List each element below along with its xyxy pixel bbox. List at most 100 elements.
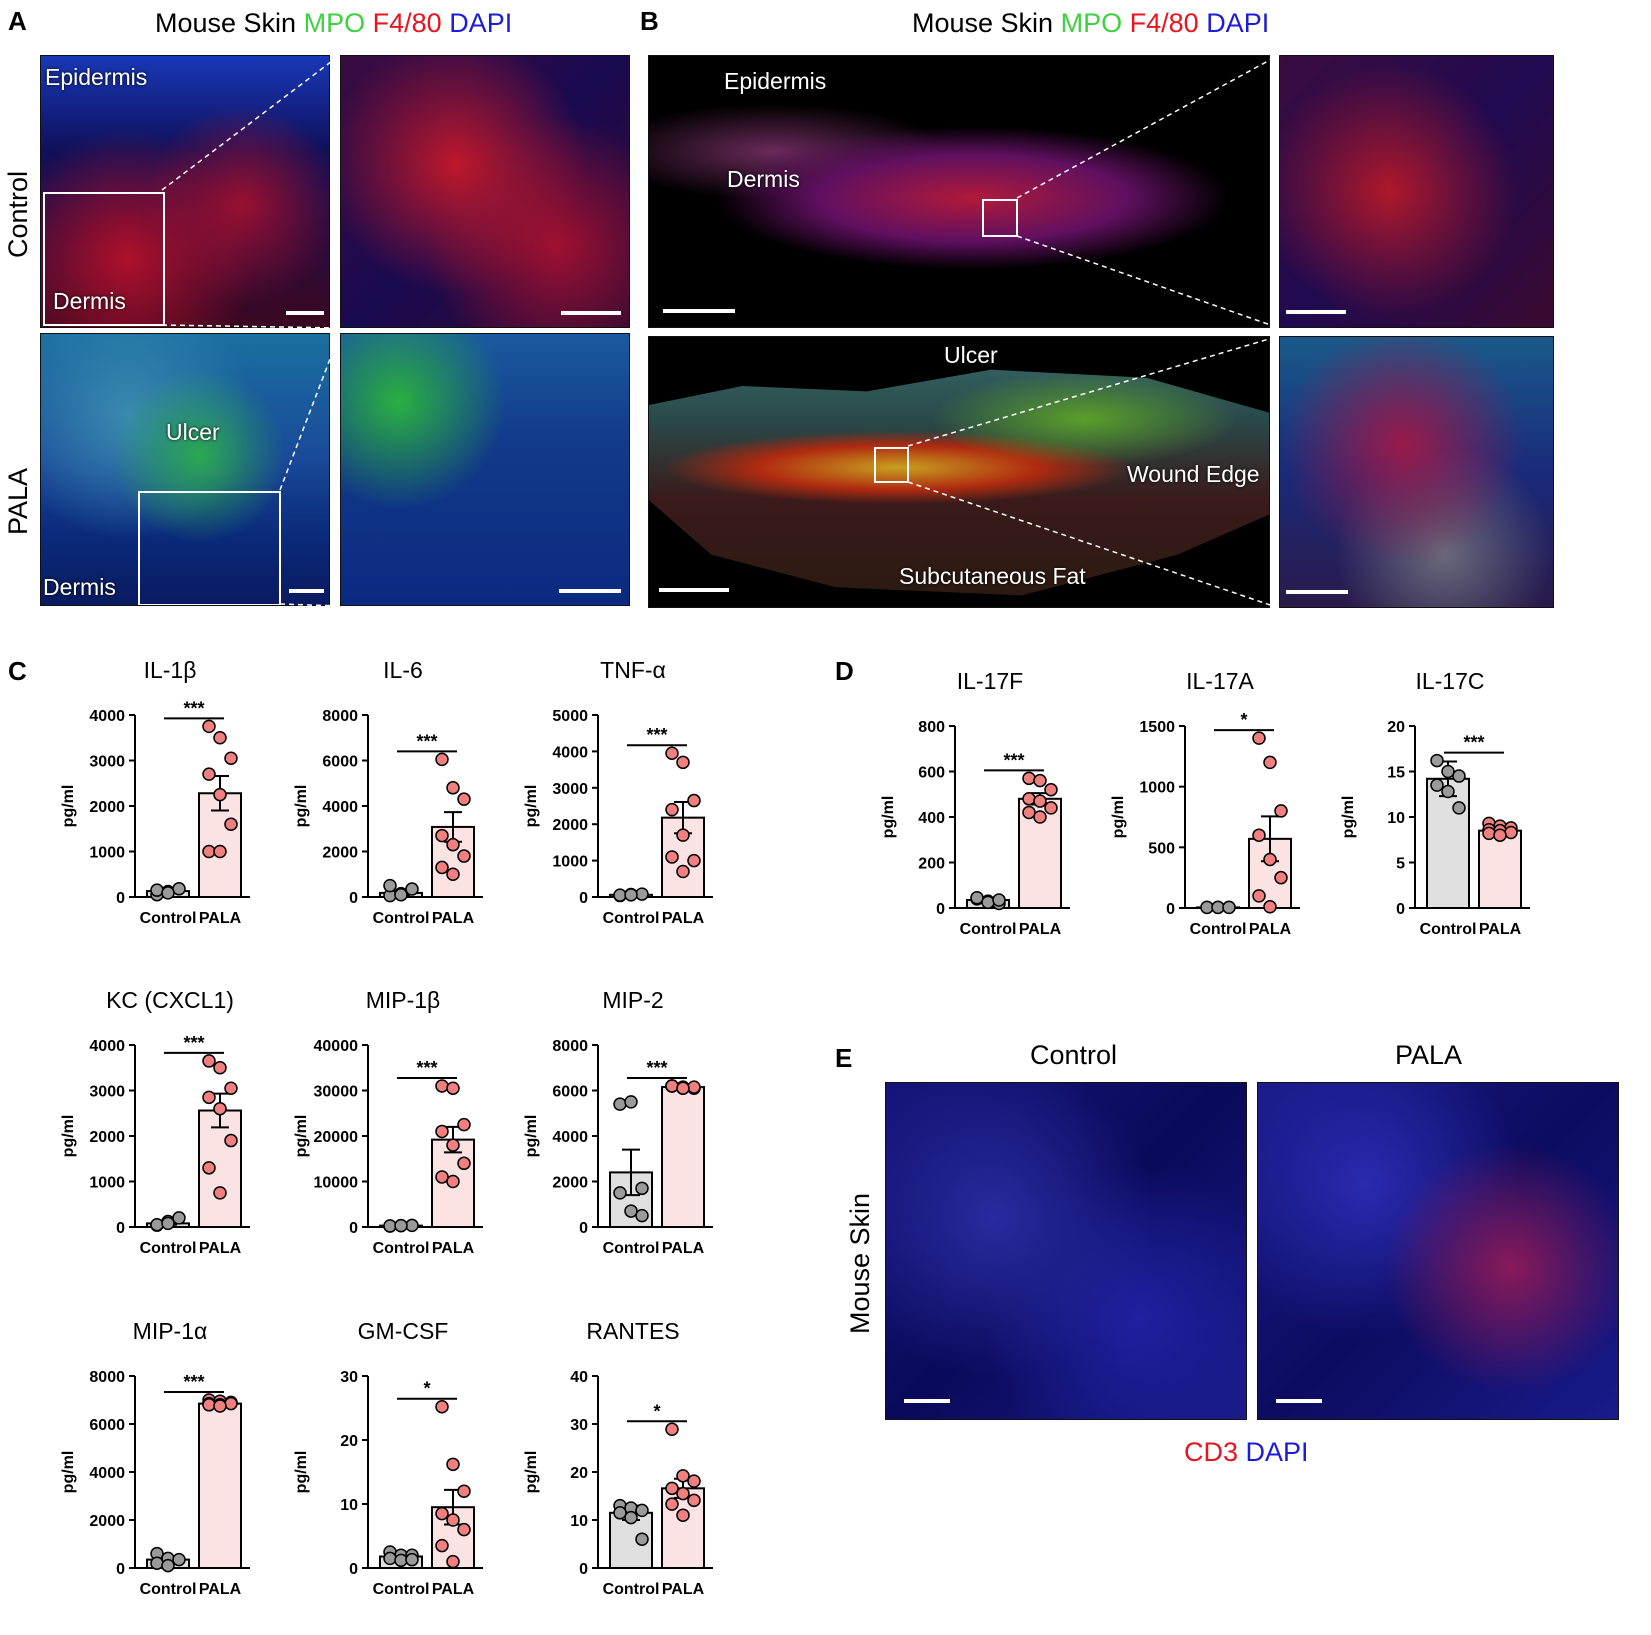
data-point xyxy=(161,1216,175,1231)
significance-label: * xyxy=(1240,710,1247,730)
data-point xyxy=(687,1080,701,1094)
data-point xyxy=(687,1493,701,1508)
bar-pala xyxy=(1478,829,1522,909)
y-tick-label: 2000 xyxy=(89,1129,125,1146)
micrograph-b-control-zoom xyxy=(1279,55,1554,328)
y-tick-label: 10 xyxy=(1387,810,1405,827)
y-tick-label: 600 xyxy=(918,765,945,782)
y-tick-label: 400 xyxy=(918,810,945,827)
scale-bar xyxy=(561,311,621,315)
data-point xyxy=(383,1219,397,1233)
chart-kc-cxcl1: KC (CXCL1) 0 1000 2000 3000 4000 pg/ml Control P… xyxy=(50,987,290,1287)
y-tick-label: 0 xyxy=(579,1220,588,1237)
x-tick-label: Control xyxy=(1420,921,1477,938)
data-point xyxy=(457,849,471,863)
x-tick-label: Control xyxy=(603,1581,660,1598)
y-axis-label: pg/ml xyxy=(523,1115,540,1158)
data-point xyxy=(224,751,238,765)
label-ulcer: Ulcer xyxy=(166,419,220,445)
x-tick-label: PALA xyxy=(1019,921,1062,938)
y-tick-label: 2000 xyxy=(552,817,588,834)
x-tick-label: PALA xyxy=(662,910,705,927)
panel-letter-e: E xyxy=(835,1043,853,1073)
panel-letter-a: A xyxy=(8,6,27,36)
y-tick-label: 10 xyxy=(570,1513,588,1530)
label-epidermis: Epidermis xyxy=(45,64,148,90)
data-point xyxy=(665,746,679,760)
chart-mip-1a: MIP-1α 0 2000 4000 6000 8000 pg/ml Control PALA *… xyxy=(50,1318,290,1628)
x-tick-label: Control xyxy=(603,910,660,927)
y-tick-label: 500 xyxy=(1148,840,1175,857)
x-tick-label: Control xyxy=(603,1240,660,1257)
micrograph-e-pala xyxy=(1257,1082,1619,1420)
scale-bar xyxy=(1286,310,1346,314)
bar-pala xyxy=(198,1402,242,1569)
data-point xyxy=(1252,828,1266,842)
data-point xyxy=(687,793,701,808)
data-point xyxy=(970,891,984,905)
scale-bar xyxy=(1286,590,1348,594)
chart-title: IL-17F xyxy=(956,668,1024,694)
x-tick-label: PALA xyxy=(662,1581,705,1598)
data-point xyxy=(394,887,408,902)
y-tick-label: 1000 xyxy=(552,854,588,871)
bar-pala xyxy=(661,1086,705,1229)
y-tick-label: 4000 xyxy=(89,708,125,725)
data-point xyxy=(224,817,238,831)
data-point xyxy=(635,1503,649,1518)
y-tick-label: 800 xyxy=(918,719,945,736)
scale-bar xyxy=(904,1399,950,1403)
data-point xyxy=(1493,828,1507,842)
significance-label: *** xyxy=(416,731,437,751)
chart-title: IL-17C xyxy=(1415,668,1485,694)
chart-svg: 0 2000 4000 6000 8000 pg/ml Control PALA *** xyxy=(293,708,483,927)
data-point xyxy=(1441,764,1455,779)
scale-bar xyxy=(663,309,735,313)
data-point xyxy=(613,888,627,902)
y-tick-label: 10 xyxy=(340,1497,358,1514)
column-label-pala: PALA xyxy=(1395,1040,1463,1070)
y-tick-label: 6000 xyxy=(552,1084,588,1101)
data-point xyxy=(202,1054,216,1068)
y-tick-label: 20 xyxy=(570,1465,588,1482)
data-point xyxy=(446,1554,460,1569)
data-point xyxy=(665,850,679,864)
data-point xyxy=(394,1218,408,1233)
zoom-selection-box xyxy=(43,192,165,326)
data-point xyxy=(624,1204,638,1218)
dapi-label: DAPI xyxy=(1245,1437,1309,1467)
data-point xyxy=(676,755,690,770)
y-tick-label: 4000 xyxy=(322,799,358,816)
data-point xyxy=(435,752,449,767)
y-tick-label: 0 xyxy=(349,890,358,907)
y-tick-label: 2000 xyxy=(552,1175,588,1192)
x-tick-label: Control xyxy=(960,921,1017,938)
data-point xyxy=(1430,778,1444,792)
y-tick-label: 30 xyxy=(570,1417,588,1434)
data-point xyxy=(394,1553,408,1568)
panel-b-title: Mouse Skin MPO F4/80 DAPI xyxy=(912,8,1269,39)
y-tick-label: 0 xyxy=(579,1561,588,1578)
chart-title: IL-6 xyxy=(383,657,423,683)
data-point xyxy=(676,828,690,842)
data-point xyxy=(613,1097,627,1111)
data-point xyxy=(665,1481,679,1496)
data-point xyxy=(1263,755,1277,770)
y-axis-label: pg/ml xyxy=(60,1451,77,1494)
chart-svg: 0 1000 2000 3000 4000 5000 pg/ml Control PALA *** xyxy=(523,708,713,927)
y-tick-label: 0 xyxy=(116,890,125,907)
data-point xyxy=(635,1532,649,1546)
significance-label: *** xyxy=(1463,733,1484,753)
zoom-selection-box xyxy=(982,199,1018,237)
data-point xyxy=(624,1095,638,1109)
chart-il-17f: IL-17F 0 200 400 600 800 pg/ml Control PALA *** xyxy=(870,668,1110,968)
title-prefix: Mouse Skin xyxy=(912,8,1054,38)
chart-mip-2: MIP-2 0 2000 4000 6000 8000 pg/ml Control PALA **… xyxy=(513,987,753,1287)
x-tick-label: Control xyxy=(373,1240,430,1257)
data-point xyxy=(202,767,216,781)
chart-svg: 0 5 10 15 20 pg/ml Control PALA *** xyxy=(1340,719,1530,938)
micrograph-a-control-zoom xyxy=(340,55,630,328)
chart-title: IL-17A xyxy=(1186,668,1254,694)
y-tick-label: 40000 xyxy=(314,1038,359,1055)
data-point xyxy=(202,1090,216,1105)
